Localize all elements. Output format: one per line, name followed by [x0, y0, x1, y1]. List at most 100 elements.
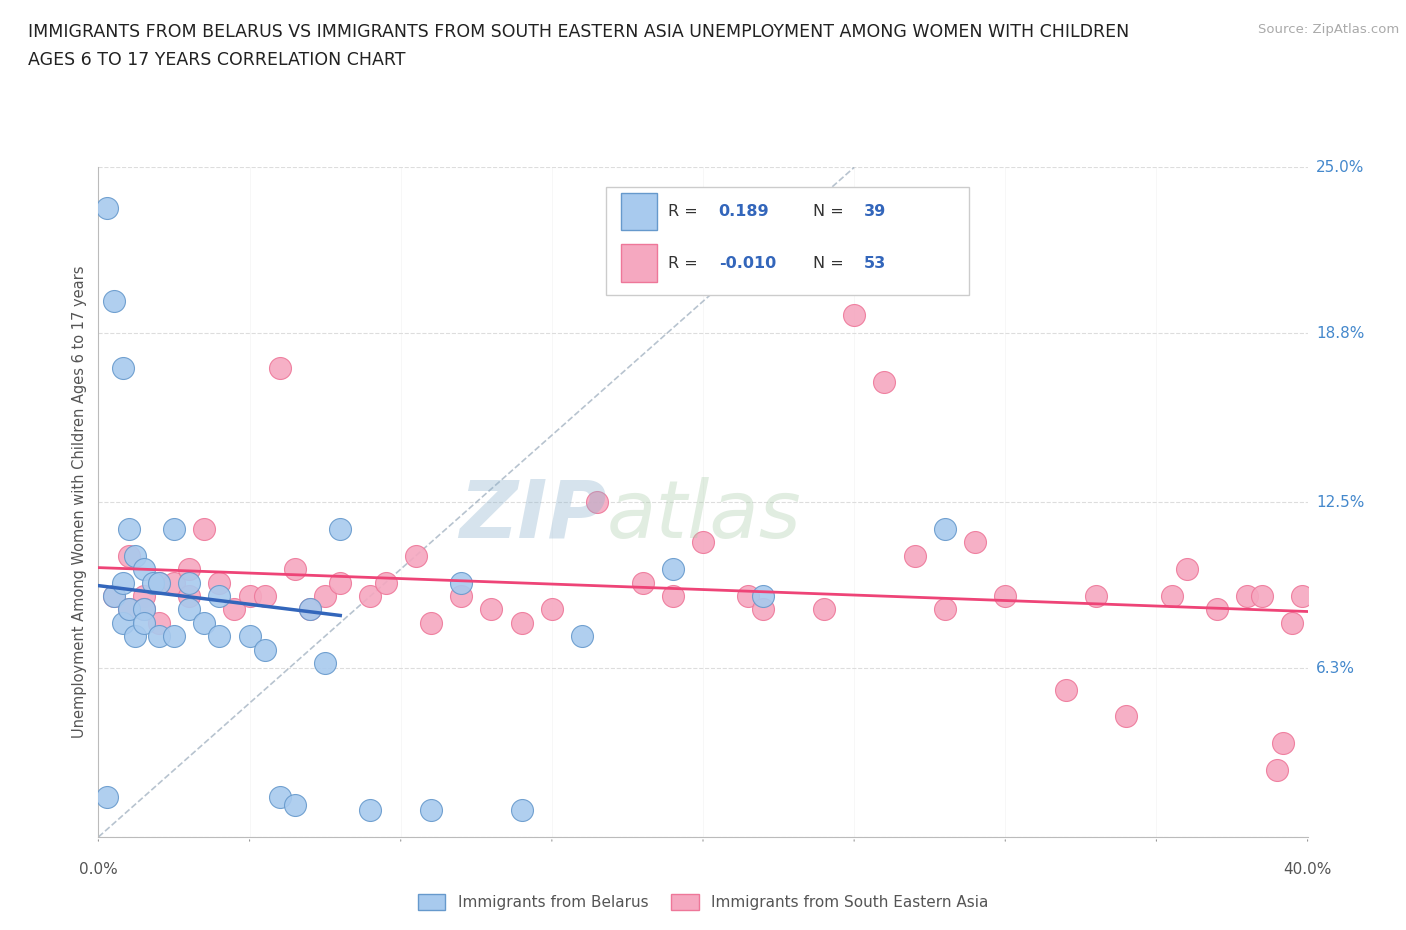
Point [1160, 589, 1182, 604]
Point [844, 307, 866, 322]
Point [661, 562, 683, 577]
Point [103, 589, 125, 604]
Point [631, 575, 654, 590]
Text: -0.010: -0.010 [718, 256, 776, 271]
Point [510, 803, 533, 817]
Text: R =: R = [668, 204, 703, 219]
Point [208, 629, 231, 644]
Point [1206, 602, 1229, 617]
Point [118, 549, 141, 564]
Text: AGES 6 TO 17 YEARS CORRELATION CHART: AGES 6 TO 17 YEARS CORRELATION CHART [28, 51, 405, 69]
Point [510, 616, 533, 631]
Point [752, 589, 775, 604]
Point [1272, 736, 1295, 751]
Point [752, 602, 775, 617]
Point [253, 589, 276, 604]
Point [253, 642, 276, 657]
Point [904, 549, 927, 564]
Text: 0.189: 0.189 [718, 204, 769, 219]
FancyBboxPatch shape [606, 188, 969, 295]
Point [1085, 589, 1108, 604]
Point [103, 294, 125, 309]
Point [118, 602, 141, 617]
Point [269, 361, 291, 376]
Point [132, 602, 155, 617]
Point [284, 562, 307, 577]
Point [132, 589, 155, 604]
Point [374, 575, 396, 590]
Point [299, 602, 322, 617]
Text: IMMIGRANTS FROM BELARUS VS IMMIGRANTS FROM SOUTH EASTERN ASIA UNEMPLOYMENT AMONG: IMMIGRANTS FROM BELARUS VS IMMIGRANTS FR… [28, 23, 1129, 41]
Point [1175, 562, 1198, 577]
Point [163, 522, 186, 537]
Point [450, 589, 472, 604]
Point [586, 495, 609, 510]
Point [179, 562, 201, 577]
Point [1267, 763, 1289, 777]
Point [329, 575, 352, 590]
Point [239, 589, 262, 604]
Point [239, 629, 262, 644]
Point [329, 522, 352, 537]
Point [420, 616, 443, 631]
FancyBboxPatch shape [621, 193, 657, 231]
Point [965, 535, 987, 550]
Point [1291, 589, 1313, 604]
Text: N =: N = [813, 204, 849, 219]
Text: Source: ZipAtlas.com: Source: ZipAtlas.com [1258, 23, 1399, 36]
Point [299, 602, 322, 617]
Point [813, 602, 835, 617]
Text: 6.3%: 6.3% [1316, 660, 1355, 676]
Point [1115, 709, 1137, 724]
Point [481, 602, 503, 617]
Point [124, 549, 146, 564]
Point [934, 602, 956, 617]
Point [193, 616, 215, 631]
Point [540, 602, 562, 617]
Legend: Immigrants from Belarus, Immigrants from South Eastern Asia: Immigrants from Belarus, Immigrants from… [412, 888, 994, 916]
Point [284, 797, 307, 812]
Point [873, 374, 896, 389]
Text: 12.5%: 12.5% [1316, 495, 1364, 510]
Point [208, 575, 231, 590]
Point [148, 616, 170, 631]
Point [661, 589, 683, 604]
Text: N =: N = [813, 256, 849, 271]
Point [1236, 589, 1258, 604]
Point [314, 656, 336, 671]
Point [269, 790, 291, 804]
Y-axis label: Unemployment Among Women with Children Ages 6 to 17 years: Unemployment Among Women with Children A… [72, 266, 87, 738]
Text: atlas: atlas [606, 476, 801, 554]
Point [132, 562, 155, 577]
Point [96, 200, 118, 215]
Point [571, 629, 593, 644]
Point [96, 790, 118, 804]
Point [1054, 683, 1077, 698]
Point [224, 602, 246, 617]
Point [692, 535, 714, 550]
Text: 53: 53 [863, 256, 886, 271]
Text: 18.8%: 18.8% [1316, 326, 1364, 341]
Point [1251, 589, 1274, 604]
Text: 25.0%: 25.0% [1316, 160, 1364, 175]
Point [163, 629, 186, 644]
Point [179, 602, 201, 617]
Point [1281, 616, 1303, 631]
Point [420, 803, 443, 817]
Point [148, 629, 170, 644]
Point [132, 602, 155, 617]
Point [450, 575, 472, 590]
Text: 39: 39 [863, 204, 886, 219]
Point [148, 575, 170, 590]
Point [737, 589, 759, 604]
Point [103, 589, 125, 604]
Point [405, 549, 427, 564]
Point [111, 361, 134, 376]
Point [111, 616, 134, 631]
Point [934, 522, 956, 537]
Point [179, 589, 201, 604]
Point [124, 629, 146, 644]
Point [142, 575, 165, 590]
Point [314, 589, 336, 604]
Text: R =: R = [668, 256, 703, 271]
